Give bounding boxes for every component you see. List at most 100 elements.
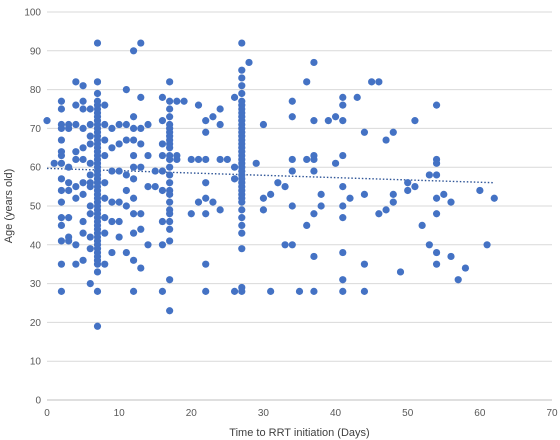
data-point	[129, 229, 138, 237]
data-point	[57, 287, 66, 295]
data-point	[166, 163, 174, 171]
data-point	[288, 113, 296, 121]
data-point	[158, 93, 167, 101]
data-point	[202, 260, 210, 268]
data-point	[360, 190, 369, 198]
data-point	[72, 194, 80, 202]
data-point	[115, 140, 123, 148]
data-point	[86, 132, 94, 140]
data-point	[158, 241, 167, 249]
data-point	[202, 128, 210, 136]
data-point	[108, 217, 116, 226]
data-point	[57, 124, 66, 132]
y-tick-label: 30	[30, 279, 42, 290]
data-point	[166, 210, 174, 218]
data-point	[158, 186, 167, 195]
data-point	[65, 186, 73, 195]
data-point	[166, 307, 174, 315]
data-point	[122, 202, 130, 210]
x-tick-label: 30	[258, 408, 270, 419]
data-point	[57, 186, 66, 195]
data-point	[375, 78, 383, 86]
data-point	[101, 229, 109, 237]
data-point	[310, 58, 318, 67]
data-point	[108, 248, 116, 257]
data-point	[65, 163, 73, 171]
data-point	[101, 260, 109, 268]
data-point	[432, 159, 441, 167]
data-point	[238, 89, 246, 98]
data-point	[86, 202, 94, 210]
data-point	[57, 151, 66, 160]
data-point	[86, 280, 94, 288]
data-point	[86, 245, 94, 253]
data-point	[72, 155, 80, 164]
data-point	[166, 217, 174, 226]
y-tick-label: 80	[30, 85, 42, 96]
data-point	[50, 159, 58, 167]
y-tick-label: 20	[30, 318, 42, 329]
data-point	[57, 260, 66, 268]
data-point	[122, 171, 130, 179]
data-point	[144, 241, 152, 249]
data-point	[353, 93, 361, 101]
data-point	[180, 97, 188, 105]
data-point	[339, 248, 347, 257]
data-point	[166, 97, 174, 105]
y-tick-label: 40	[30, 240, 42, 251]
data-point	[65, 179, 73, 187]
data-point	[86, 171, 94, 179]
data-point	[166, 171, 174, 179]
data-point	[79, 155, 87, 164]
data-point	[461, 264, 470, 272]
data-point	[57, 221, 66, 229]
data-point	[137, 163, 145, 171]
data-point	[108, 144, 116, 152]
data-point	[483, 241, 491, 249]
data-point	[57, 105, 66, 113]
data-point	[389, 128, 397, 136]
data-point	[166, 78, 174, 86]
x-tick-label: 20	[186, 408, 198, 419]
data-point	[137, 264, 145, 272]
data-point	[173, 97, 181, 105]
x-tick-label: 50	[402, 408, 414, 419]
data-point	[137, 140, 145, 148]
data-point	[259, 120, 268, 129]
data-point	[129, 151, 138, 160]
data-point	[79, 179, 87, 187]
data-point	[108, 124, 116, 132]
data-point	[79, 190, 87, 198]
data-point	[404, 179, 412, 187]
data-point	[382, 206, 390, 214]
data-point	[79, 82, 87, 90]
data-point	[57, 175, 66, 183]
data-point	[79, 97, 87, 105]
data-point	[93, 89, 102, 98]
data-point	[238, 214, 246, 222]
data-point	[360, 128, 369, 136]
data-point	[166, 113, 174, 121]
data-point	[310, 167, 318, 175]
data-point	[158, 217, 167, 226]
data-point	[331, 159, 340, 167]
data-point	[202, 155, 210, 164]
data-point	[281, 241, 289, 249]
data-point	[101, 151, 109, 160]
data-point	[86, 179, 94, 187]
data-point	[223, 155, 231, 164]
data-point	[245, 58, 253, 67]
y-tick-label: 70	[30, 124, 42, 135]
data-point	[339, 93, 347, 101]
data-point	[101, 101, 109, 109]
data-point	[310, 117, 318, 125]
data-point	[432, 260, 441, 268]
data-point	[129, 124, 138, 132]
data-point	[93, 287, 102, 295]
data-point	[238, 229, 246, 237]
data-point	[382, 136, 390, 144]
data-point	[288, 167, 296, 175]
data-point	[122, 86, 130, 94]
data-point	[122, 248, 130, 257]
data-point	[288, 202, 296, 210]
